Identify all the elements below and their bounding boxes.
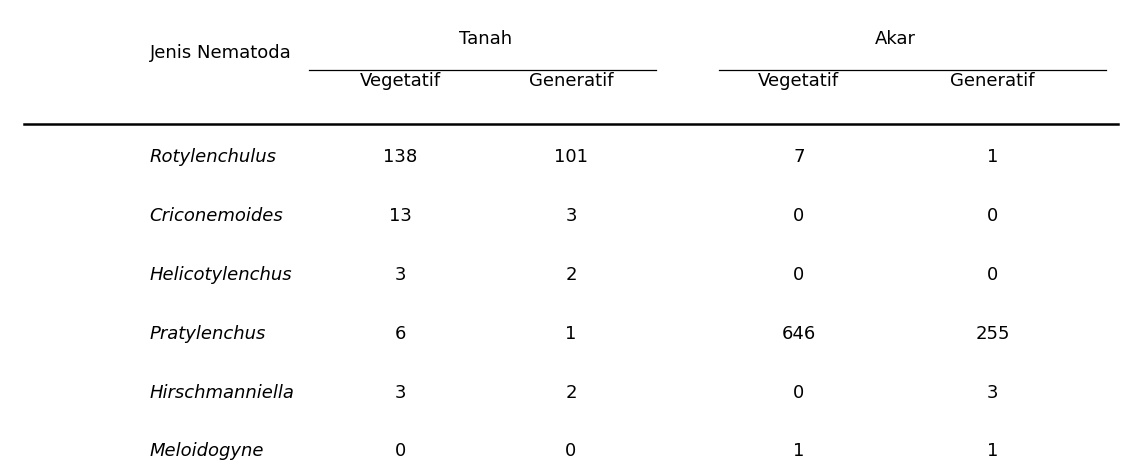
Text: Akar: Akar — [875, 30, 916, 48]
Text: 0: 0 — [394, 442, 405, 460]
Text: 1: 1 — [794, 442, 804, 460]
Text: Helicotylenchus: Helicotylenchus — [150, 266, 292, 284]
Text: 2: 2 — [565, 383, 577, 401]
Text: Generatif: Generatif — [529, 73, 613, 91]
Text: 0: 0 — [794, 266, 804, 284]
Text: 255: 255 — [975, 325, 1010, 343]
Text: 13: 13 — [388, 207, 411, 225]
Text: 0: 0 — [794, 207, 804, 225]
Text: 1: 1 — [565, 325, 577, 343]
Text: 2: 2 — [565, 266, 577, 284]
Text: 0: 0 — [794, 383, 804, 401]
Text: 1: 1 — [987, 442, 998, 460]
Text: 3: 3 — [394, 383, 405, 401]
Text: 138: 138 — [383, 148, 417, 166]
Text: Rotylenchulus: Rotylenchulus — [150, 148, 276, 166]
Text: 0: 0 — [987, 266, 998, 284]
Text: 1: 1 — [987, 148, 998, 166]
Text: Criconemoides: Criconemoides — [150, 207, 283, 225]
Text: Jenis Nematoda: Jenis Nematoda — [150, 44, 291, 62]
Text: 101: 101 — [554, 148, 588, 166]
Text: 0: 0 — [987, 207, 998, 225]
Text: Vegetatif: Vegetatif — [360, 73, 441, 91]
Text: Generatif: Generatif — [950, 73, 1035, 91]
Text: 6: 6 — [394, 325, 405, 343]
Text: Pratylenchus: Pratylenchus — [150, 325, 266, 343]
Text: Meloidogyne: Meloidogyne — [150, 442, 264, 460]
Text: 7: 7 — [793, 148, 805, 166]
Text: Vegetatif: Vegetatif — [758, 73, 839, 91]
Text: 3: 3 — [987, 383, 998, 401]
Text: Hirschmanniella: Hirschmanniella — [150, 383, 295, 401]
Text: Tanah: Tanah — [459, 30, 512, 48]
Text: 3: 3 — [394, 266, 405, 284]
Text: 646: 646 — [782, 325, 817, 343]
Text: 3: 3 — [565, 207, 577, 225]
Text: 0: 0 — [565, 442, 577, 460]
